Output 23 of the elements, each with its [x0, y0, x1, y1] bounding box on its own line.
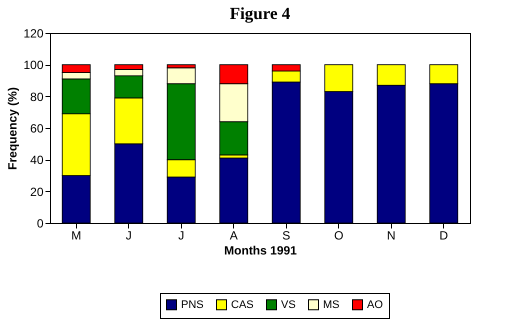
y-tick-label: 60 [30, 122, 44, 136]
legend-label: VS [281, 298, 296, 311]
x-tick-label: A [230, 228, 238, 242]
y-tick-label: 40 [30, 153, 44, 168]
y-tick-label: 120 [23, 26, 44, 40]
x-tick-label: J [178, 228, 184, 242]
x-tick-label: S [282, 228, 290, 242]
x-tick-label: J [126, 228, 132, 242]
y-axis-title: Frequency (%) [5, 87, 20, 170]
legend-label: CAS [231, 298, 254, 311]
legend-label: MS [323, 298, 340, 311]
y-tick-label: 20 [30, 184, 44, 199]
y-tick-label: 100 [23, 58, 44, 72]
chart-title: Figure 4 [230, 4, 291, 23]
x-tick-label: M [71, 228, 82, 242]
y-tick-label: 0 [36, 216, 44, 230]
legend-label: PNS [181, 298, 204, 311]
x-tick-label: D [439, 228, 448, 242]
y-tick-label: 80 [30, 90, 44, 104]
x-axis-title: Months 1991 [224, 244, 298, 258]
x-tick-label: N [386, 228, 396, 242]
x-tick-label: O [334, 228, 344, 242]
legend-label: AO [367, 298, 384, 311]
